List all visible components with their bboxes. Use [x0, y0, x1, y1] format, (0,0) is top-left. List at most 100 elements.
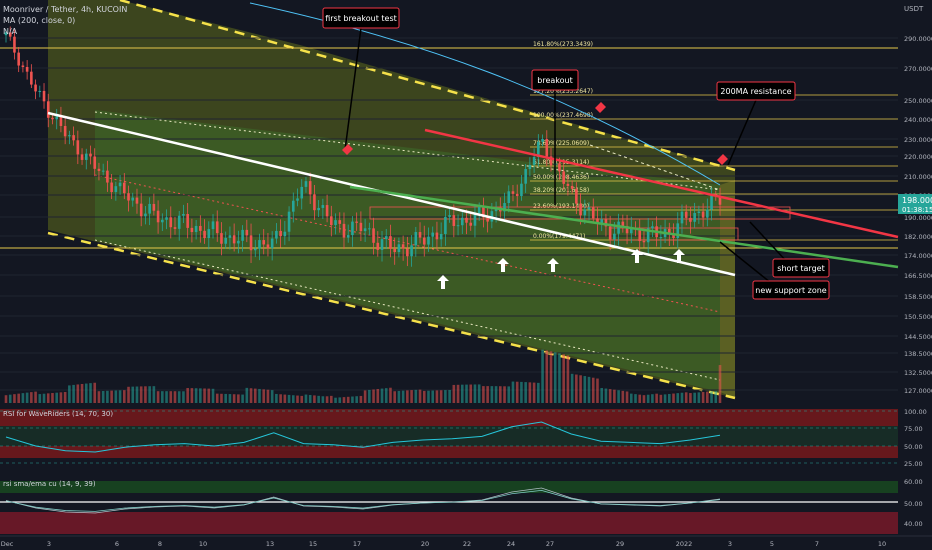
rsi-mid-band — [0, 446, 898, 458]
fib-level-label: 38.20%(201.6158) — [533, 187, 589, 194]
candle-body — [444, 216, 447, 234]
candle-body — [651, 226, 654, 229]
candle-body — [456, 225, 460, 227]
volume-bar — [161, 391, 164, 403]
candle-body — [372, 228, 375, 243]
candle-body — [562, 171, 565, 184]
candle-body — [72, 135, 75, 141]
fib-level-label: 23.60%(193.1430) — [533, 203, 589, 210]
candle-body — [427, 236, 430, 245]
volume-bar — [617, 390, 620, 403]
candle-body — [161, 219, 164, 223]
candle-body — [114, 186, 118, 193]
volume-bar — [401, 390, 405, 403]
time-tick-label: 10 — [878, 540, 886, 548]
volume-bar — [203, 388, 206, 403]
candle-body — [351, 221, 354, 236]
volume-bar — [194, 388, 198, 403]
volume-bar — [351, 396, 354, 403]
candle-body — [321, 205, 325, 208]
candle-body — [42, 90, 46, 102]
candle-body — [625, 226, 629, 234]
volume-bar — [410, 390, 413, 403]
volume-bar — [710, 391, 713, 403]
volume-bar — [207, 388, 211, 403]
volume-bar — [575, 374, 578, 403]
fib-swing-line — [589, 144, 721, 191]
volume-bar — [84, 383, 88, 403]
volume-bar — [199, 388, 202, 403]
volume-bar — [135, 386, 139, 403]
volume-bar — [321, 396, 325, 403]
candle-body — [80, 154, 84, 160]
price-tick-label: 182.0000 — [904, 233, 932, 241]
fib-level-label: 100.00%(237.4698) — [533, 112, 593, 119]
candle-body — [127, 193, 130, 201]
volume-bar — [693, 392, 696, 403]
candle-body — [93, 156, 97, 169]
candle-body — [452, 215, 456, 227]
time-tick-label: 24 — [507, 540, 515, 548]
candle-body — [8, 32, 12, 37]
price-axis-unit: USDT — [904, 5, 924, 13]
volume-bar — [34, 391, 37, 403]
candle-body — [642, 241, 646, 243]
volume-bar — [262, 389, 266, 403]
support-arrows — [437, 249, 685, 289]
rsi-ema-title: rsi sma/ema cu (14, 9, 39) — [3, 480, 96, 488]
price-tick-label: 138.5000 — [904, 350, 932, 358]
up-arrow-icon — [437, 275, 449, 289]
volume-bar — [448, 389, 451, 403]
volume-bar — [300, 395, 304, 403]
volume-bar — [346, 396, 350, 403]
candle-body — [389, 236, 392, 249]
price-axis[interactable]: USDT 290.0000 270.0000 250.0000 240.0000 230… — [904, 5, 932, 395]
candle-body — [38, 90, 42, 92]
ma200-line — [249, 2, 721, 186]
flag-marker-icon — [595, 102, 606, 113]
time-tick-label: 3 — [47, 540, 51, 548]
volume-bar — [232, 394, 236, 403]
price-tick-label: 190.0000 — [904, 214, 932, 222]
candle-body — [4, 32, 8, 36]
volume-bar — [680, 392, 684, 403]
candle-body — [118, 182, 122, 187]
candle-body — [135, 197, 139, 204]
volume-bar — [558, 353, 561, 403]
price-tick-label: 290.0000 — [904, 35, 932, 43]
volume-bar — [279, 394, 282, 403]
volume-bar — [406, 390, 409, 403]
candle-body — [608, 226, 612, 240]
price-tick-label: 270.0000 — [904, 65, 932, 73]
callout-box — [716, 81, 796, 101]
candle-body — [296, 198, 299, 201]
candle-body — [376, 242, 380, 250]
volume-bar — [676, 393, 680, 403]
candle-body — [482, 206, 485, 218]
candle-body — [570, 185, 574, 189]
candle-body — [515, 193, 519, 197]
volume-bar — [76, 384, 80, 403]
volume-bar — [668, 393, 671, 403]
volume-bar — [342, 397, 346, 403]
volume-bar — [591, 377, 595, 403]
volume-bar — [566, 355, 570, 403]
time-axis[interactable]: Dec 3 6 8 10 13 15 17 20 22 24 27 29 2022 3 5 7 10 — [0, 535, 932, 548]
volume-bar — [596, 378, 599, 403]
candle-body — [363, 228, 367, 232]
candle-body — [684, 211, 688, 218]
volume-bar — [13, 394, 16, 403]
candle-body — [177, 215, 181, 229]
time-tick-label: 10 — [199, 540, 207, 548]
candle-body — [262, 240, 266, 245]
volume-bar — [422, 390, 426, 403]
volume-bar — [313, 395, 316, 403]
candle-body — [465, 217, 468, 223]
volume-bar — [697, 392, 701, 403]
time-tick-label: 13 — [266, 540, 274, 548]
symbol-title: Moonriver / Tether, 4h, KUCOIN — [3, 5, 127, 14]
price-tick-label: 220.0000 — [904, 153, 932, 161]
candle-body — [439, 233, 443, 240]
candle-body — [232, 235, 236, 244]
